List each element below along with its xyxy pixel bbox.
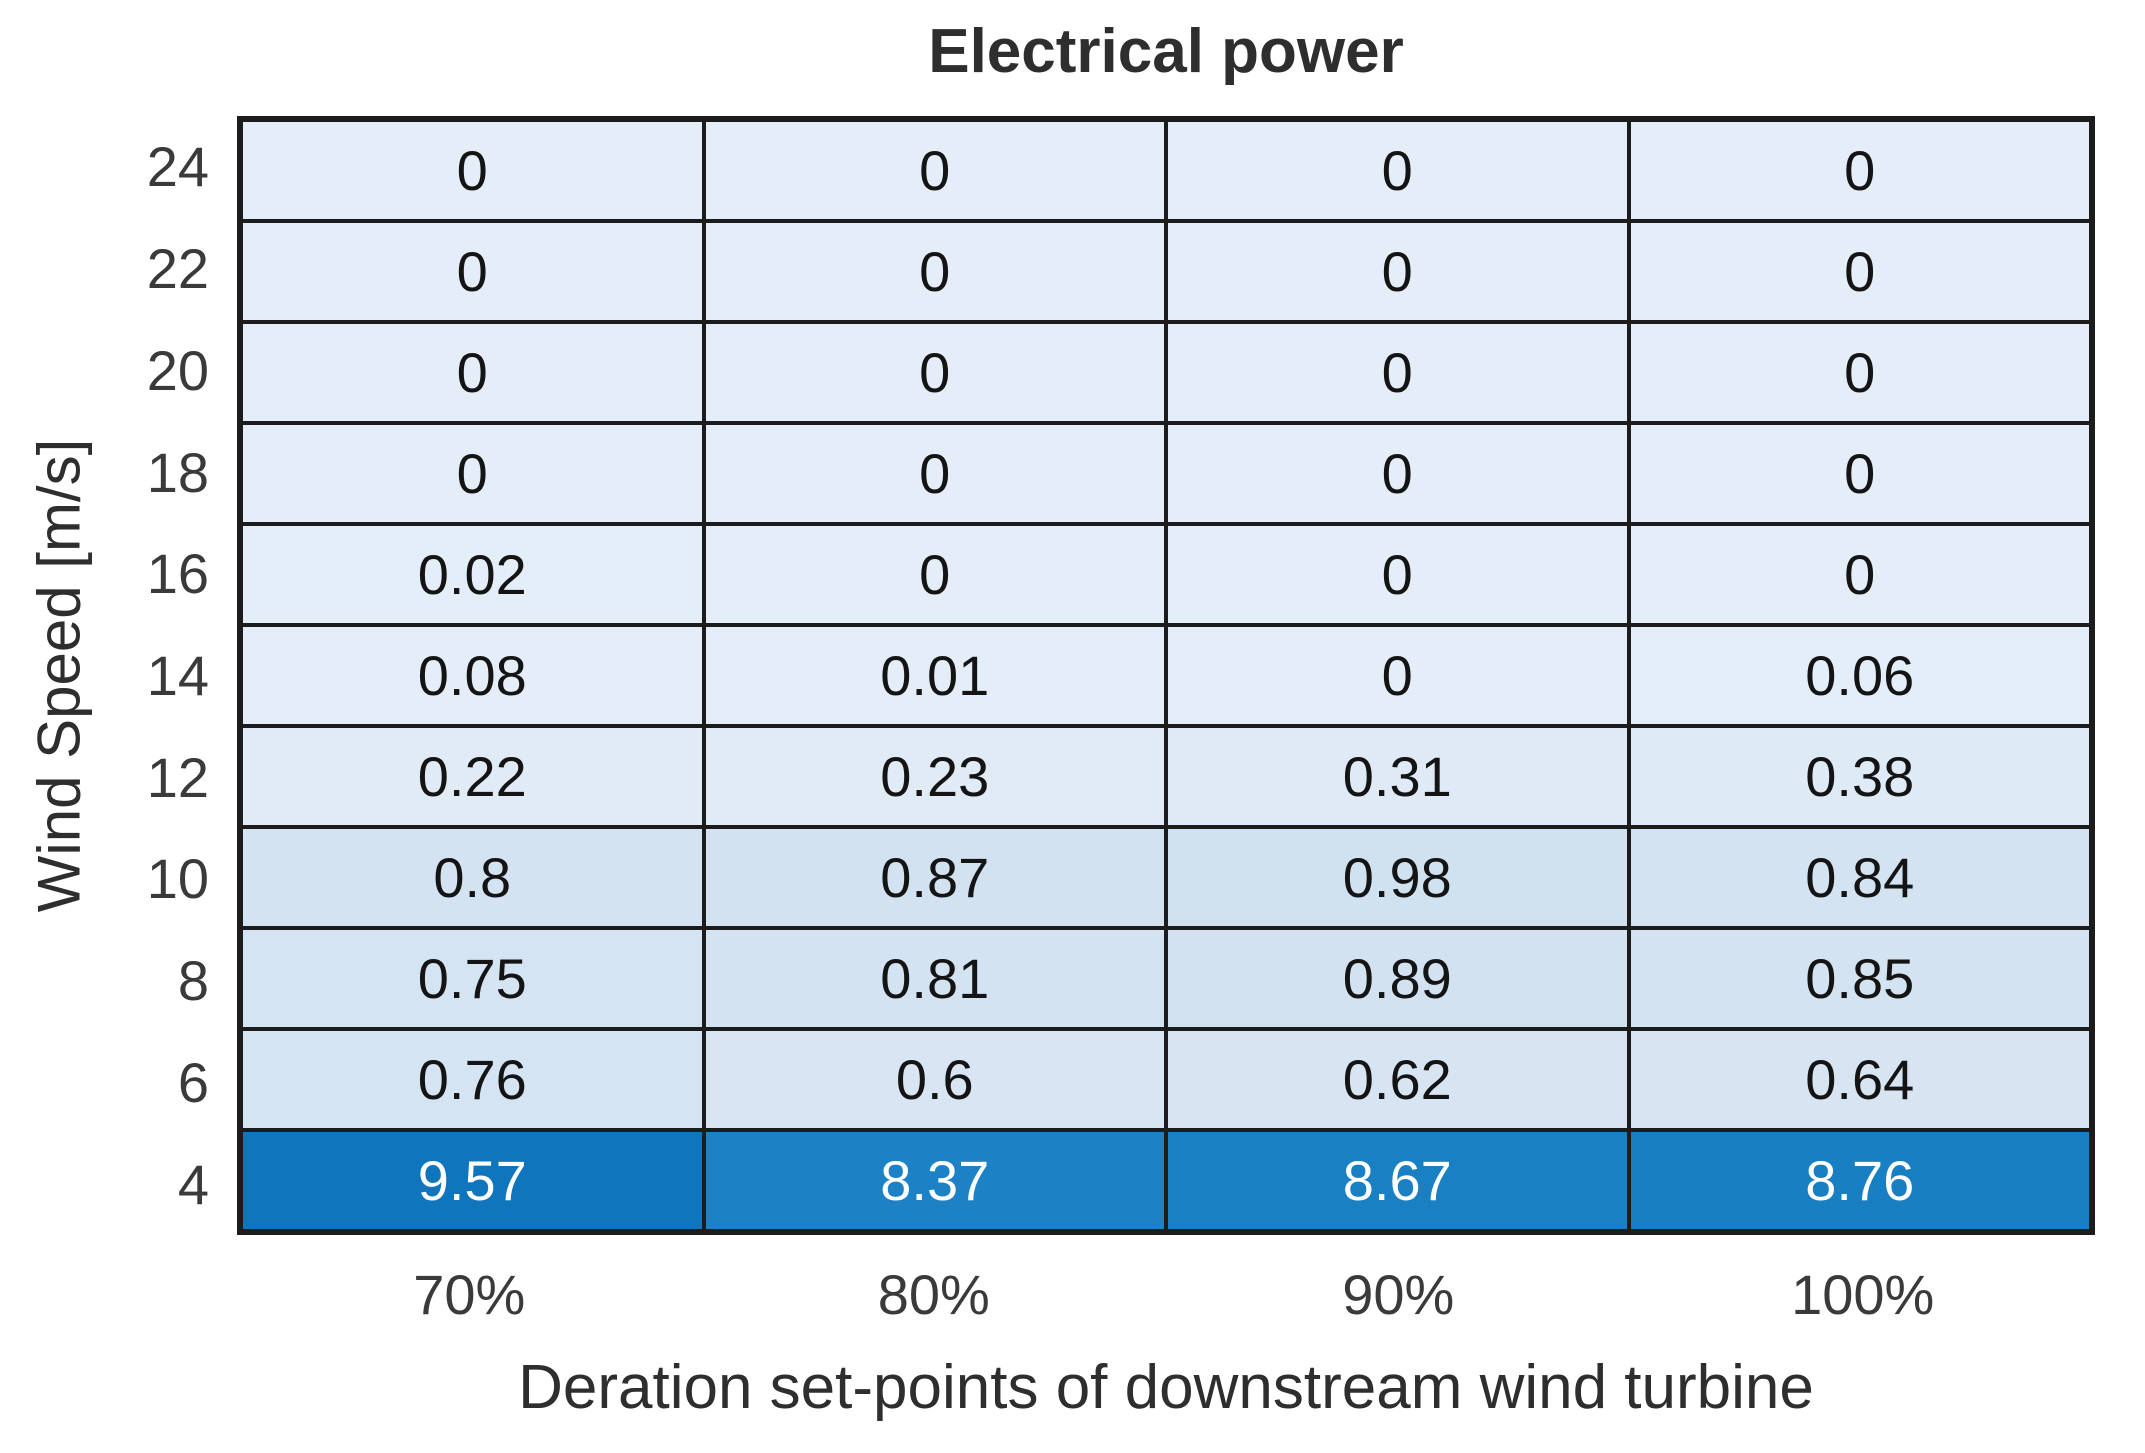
x-tick-80%: 80% (877, 1263, 990, 1326)
y-tick-12: 12 (146, 745, 209, 809)
y-tick-14: 14 (146, 643, 209, 707)
x-tick-70%: 70% (413, 1263, 526, 1326)
heatmap-cell: 0.98 (1168, 829, 1627, 926)
y-tick-20: 20 (146, 338, 209, 402)
heatmap-cell: 0 (243, 122, 702, 219)
heatmap-cell: 0.8 (243, 829, 702, 926)
heatmap-cell: 0.02 (243, 526, 702, 623)
x-axis-ticks: 70% 80% 90% 100% (237, 1262, 2095, 1327)
heatmap-grid: 0 0 0 0 0 0 0 0 0 0 0 0 0 0 0 0 0.02 0 0 0 0.08 0.01 0 0.06 0.22… (237, 116, 2095, 1235)
heatmap-cell: 0 (1168, 122, 1627, 219)
heatmap-cell: 0 (705, 324, 1164, 421)
heatmap-cell: 0.6 (705, 1031, 1164, 1128)
heatmap-cell: 0 (1168, 526, 1627, 623)
heatmap-cell: 0 (705, 526, 1164, 623)
heatmap-cell: 0.01 (705, 627, 1164, 724)
heatmap-cell: 0.06 (1630, 627, 2089, 724)
heatmap-cell: 0 (705, 122, 1164, 219)
heatmap-cell: 0 (1168, 223, 1627, 320)
heatmap-cell: 0 (243, 425, 702, 522)
heatmap-cell: 0 (1630, 122, 2089, 219)
heatmap-cell: 0 (1630, 425, 2089, 522)
heatmap-cell: 0.64 (1630, 1031, 2089, 1128)
y-tick-18: 18 (146, 440, 209, 504)
heatmap-cell: 0.89 (1168, 930, 1627, 1027)
y-tick-24: 24 (146, 135, 209, 199)
heatmap-cell: 0 (1168, 324, 1627, 421)
heatmap-cell: 0 (243, 223, 702, 320)
x-tick-90%: 90% (1342, 1263, 1455, 1326)
heatmap-cell: 0.23 (705, 728, 1164, 825)
y-tick-10: 10 (146, 847, 209, 911)
heatmap-cell: 0 (1168, 627, 1627, 724)
heatmap-cell: 0.84 (1630, 829, 2089, 926)
heatmap-cell: 0.85 (1630, 930, 2089, 1027)
heatmap-cell: 0 (243, 324, 702, 421)
heatmap-cell: 0 (1630, 526, 2089, 623)
heatmap-cell: 0.62 (1168, 1031, 1627, 1128)
heatmap-cell: 9.57 (243, 1132, 702, 1229)
y-tick-6: 6 (177, 1050, 209, 1114)
heatmap-cell: 0 (1168, 425, 1627, 522)
y-tick-4: 4 (177, 1152, 209, 1216)
heatmap-cell: 0 (1630, 223, 2089, 320)
y-axis-ticks: 24 22 20 18 16 14 12 10 8 6 4 (0, 116, 237, 1235)
heatmap-cell: 0.22 (243, 728, 702, 825)
heatmap-cell: 8.37 (705, 1132, 1164, 1229)
heatmap-cell: 0 (1630, 324, 2089, 421)
heatmap-cell: 0.08 (243, 627, 702, 724)
chart-title: Electrical power (928, 17, 1404, 86)
heatmap-cell: 0.87 (705, 829, 1164, 926)
heatmap-cell: 8.76 (1630, 1132, 2089, 1229)
heatmap-cell: 0 (705, 223, 1164, 320)
y-tick-22: 22 (146, 237, 209, 301)
heatmap-cell: 0.38 (1630, 728, 2089, 825)
y-tick-16: 16 (146, 542, 209, 606)
heatmap-cell: 0.76 (243, 1031, 702, 1128)
heatmap-cell: 0.75 (243, 930, 702, 1027)
y-tick-8: 8 (177, 949, 209, 1013)
heatmap-cell: 0.81 (705, 930, 1164, 1027)
x-tick-100%: 100% (1791, 1263, 1935, 1326)
heatmap-cell: 0.31 (1168, 728, 1627, 825)
heatmap-cell: 8.67 (1168, 1132, 1627, 1229)
heatmap-cell: 0 (705, 425, 1164, 522)
x-axis-label: Deration set-points of downstream wind t… (518, 1353, 1814, 1422)
